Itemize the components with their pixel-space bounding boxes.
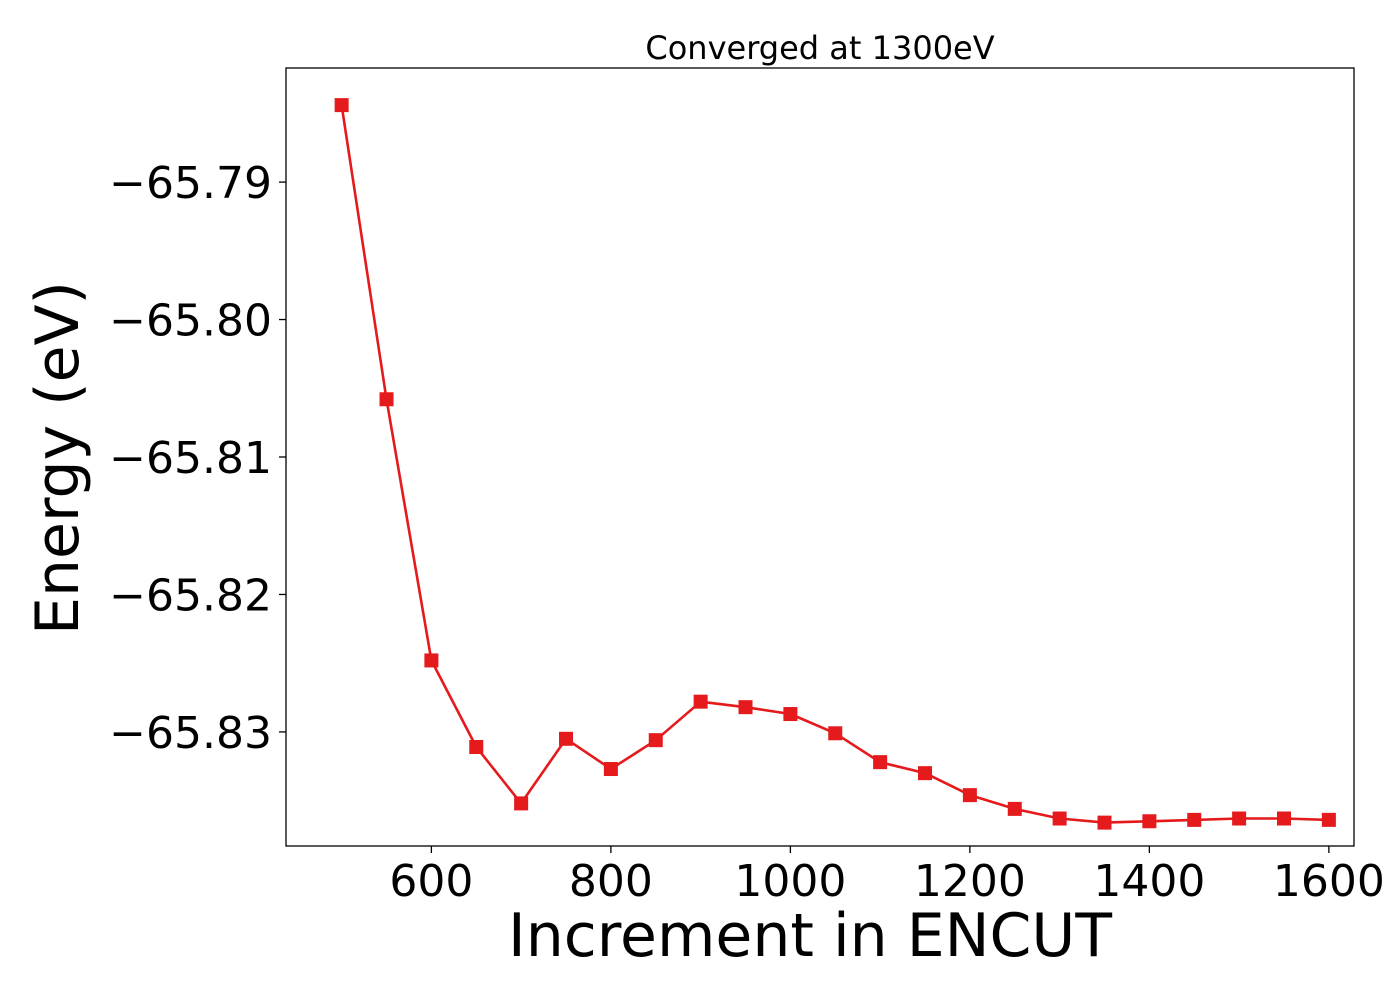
x-tick-label: 1400 [1093, 856, 1205, 907]
data-point-marker [1142, 814, 1157, 829]
data-point-marker [962, 788, 977, 803]
x-axis: 600 800 1000 1200 1400 1600 [389, 846, 1385, 907]
data-point-marker [738, 700, 753, 715]
data-point-marker [1007, 801, 1022, 816]
data-point-marker [559, 731, 574, 746]
data-point-marker [1321, 812, 1336, 827]
data-point-marker [603, 762, 618, 777]
y-tick-label: −65.81 [109, 433, 272, 484]
data-point-marker [1187, 812, 1202, 827]
data-point-marker [693, 694, 708, 709]
data-point-marker [1097, 815, 1112, 830]
data-point-marker [514, 796, 529, 811]
energy-series-markers [334, 98, 1336, 830]
data-point-marker [1232, 811, 1247, 826]
data-point-marker [424, 653, 439, 668]
y-axis: −65.79 −65.80 −65.81 −65.82 −65.83 [109, 158, 286, 759]
data-point-marker [918, 766, 933, 781]
x-tick-label: 1000 [734, 856, 846, 907]
energy-series-line [340, 104, 1329, 824]
y-axis-label: Energy (eV) [23, 281, 93, 635]
data-point-marker [1276, 811, 1291, 826]
data-point-marker [783, 707, 798, 722]
data-point-marker [873, 755, 888, 770]
y-tick-label: −65.82 [109, 570, 272, 621]
data-point-marker [1052, 811, 1067, 826]
y-tick-label: −65.80 [109, 296, 272, 347]
y-tick-label: −65.83 [109, 708, 272, 759]
plot-area-frame [285, 67, 1355, 847]
x-tick-label: 1600 [1273, 856, 1385, 907]
data-point-marker [334, 98, 349, 113]
y-tick-label: −65.79 [109, 158, 272, 209]
data-point-marker [828, 726, 843, 741]
x-axis-label: Increment in ENCUT [508, 901, 1112, 971]
x-tick-label: 1200 [914, 856, 1026, 907]
data-point-marker [648, 733, 663, 748]
data-point-marker [469, 740, 484, 755]
chart-title: Converged at 1300eV [645, 29, 994, 67]
data-point-marker [379, 392, 394, 407]
x-tick-label: 600 [389, 856, 473, 907]
x-tick-label: 800 [569, 856, 653, 907]
